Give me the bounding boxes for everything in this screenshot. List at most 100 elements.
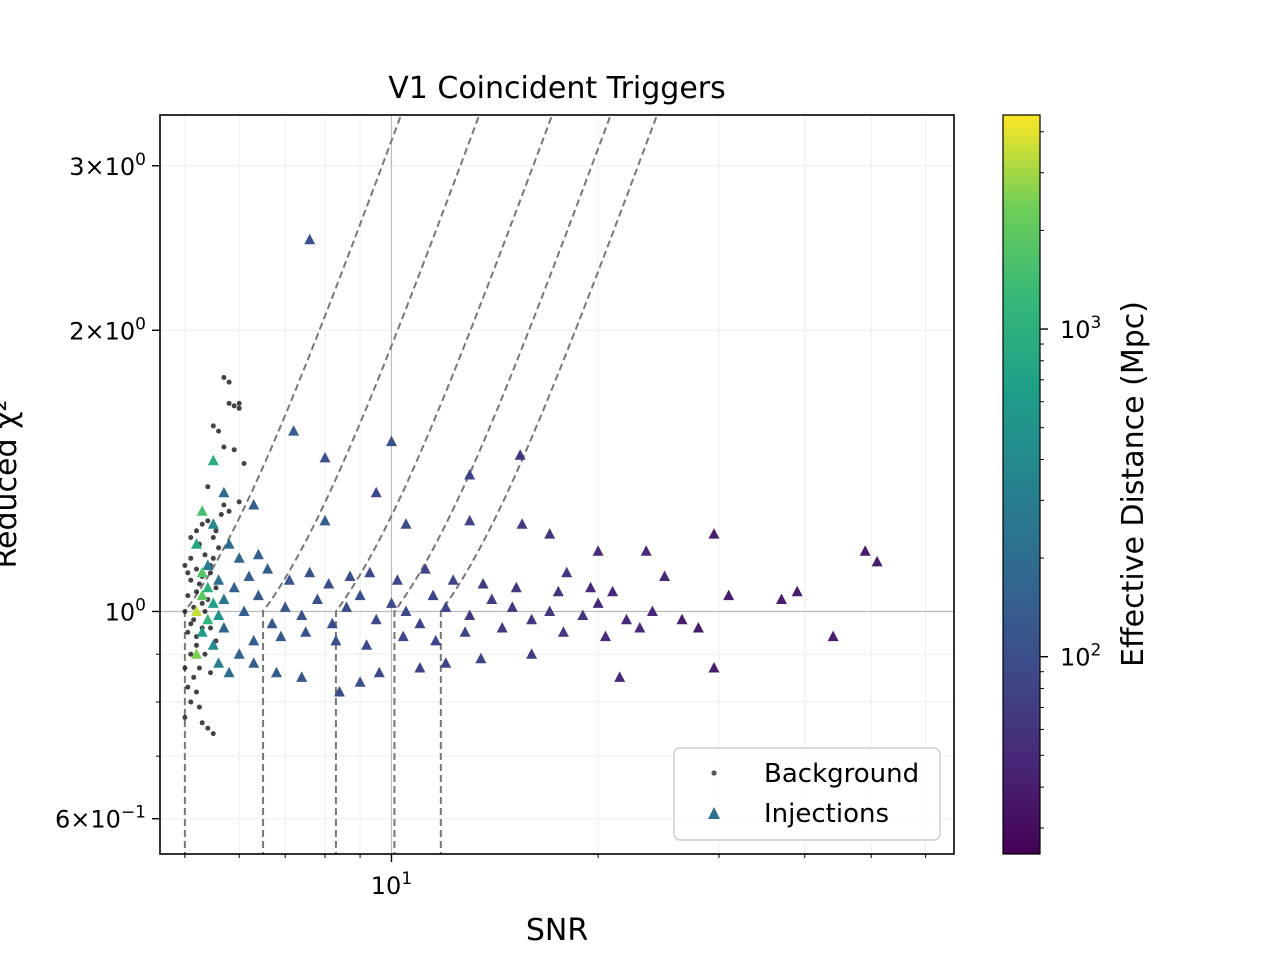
injection-point: [191, 605, 202, 616]
y-axis-ticks: 6×10−1 100 2×100 3×100: [55, 150, 160, 834]
injection-point: [516, 518, 528, 529]
injection-point: [213, 574, 225, 585]
background-point: [236, 400, 242, 406]
injection-point: [592, 597, 604, 608]
injection-point: [243, 570, 255, 581]
background-point: [202, 609, 208, 614]
injection-point: [354, 589, 366, 601]
background-point: [205, 484, 211, 490]
background-point: [231, 403, 237, 409]
injection-point: [252, 548, 264, 560]
background-point: [196, 581, 202, 587]
injection-point: [233, 648, 245, 659]
colorbar-tick-label: 103: [1060, 313, 1101, 344]
injection-point: [213, 609, 225, 620]
legend-box: [673, 747, 941, 841]
legend-injections-marker: [708, 807, 720, 819]
injection-point: [271, 666, 282, 678]
background-point: [236, 405, 242, 411]
injection-point: [304, 233, 316, 245]
colorbar-tick-label: 102: [1060, 641, 1101, 672]
injection-point: [326, 617, 338, 629]
x-tick-label: 101: [371, 869, 412, 900]
colorbar-gradient: [1002, 114, 1041, 855]
threshold-curve: [262, 115, 481, 854]
injection-point: [196, 566, 208, 578]
y-tick-label: 2×100: [69, 314, 146, 345]
background-point: [185, 593, 191, 599]
injection-point: [202, 613, 214, 625]
injection-point: [400, 605, 412, 616]
background-point: [188, 535, 194, 540]
background-point: [185, 629, 191, 635]
background-point: [226, 379, 232, 385]
injection-point: [440, 657, 452, 668]
threshold-curve: [439, 115, 659, 854]
background-point: [196, 704, 202, 710]
injection-point: [228, 581, 240, 593]
background-point: [191, 617, 197, 623]
background-point: [182, 665, 188, 671]
background-point: [182, 715, 188, 720]
colorbar-label: Effective Distance (Mpc): [1116, 301, 1151, 667]
x-axis-ticks: 101: [184, 854, 927, 900]
legend: Background Injections: [673, 747, 941, 841]
background-point: [199, 600, 205, 606]
injection-point: [344, 570, 356, 581]
injection-point: [477, 578, 489, 589]
background-point: [218, 512, 224, 517]
legend-background-label: Background: [764, 759, 919, 789]
injection-point: [218, 593, 230, 604]
injection-point: [319, 514, 331, 526]
injection-point: [708, 528, 720, 539]
background-point: [205, 518, 211, 524]
background-point: [205, 725, 211, 731]
injection-point: [859, 545, 871, 556]
injection-point: [196, 589, 208, 601]
injection-point: [373, 666, 385, 678]
injection-point: [464, 609, 476, 620]
injection-point: [311, 593, 323, 604]
injection-point: [676, 613, 688, 625]
background-point: [213, 585, 219, 591]
injection-point: [207, 518, 219, 529]
injection-point: [207, 639, 219, 650]
injection-point: [659, 570, 671, 581]
injection-point: [621, 613, 632, 625]
background-point: [208, 625, 213, 631]
injection-point: [776, 593, 787, 604]
injection-point: [288, 425, 300, 436]
injection-point: [397, 630, 409, 642]
background-point: [188, 651, 194, 657]
injection-point: [275, 630, 287, 642]
injection-point: [202, 581, 214, 593]
injection-point: [592, 545, 604, 556]
y-tick-label: 100: [105, 595, 146, 626]
injection-point: [248, 499, 260, 510]
injection-point: [191, 538, 202, 549]
injection-point: [585, 581, 597, 593]
injection-point: [248, 634, 260, 646]
threshold-curves: [183, 115, 659, 854]
injection-point: [577, 609, 589, 620]
background-point: [202, 552, 208, 558]
injection-point: [207, 597, 219, 608]
injection-point: [526, 613, 538, 625]
injection-point: [252, 589, 264, 601]
injection-point: [561, 566, 573, 578]
background-point: [194, 642, 199, 648]
injection-point: [475, 652, 487, 664]
background-point: [231, 447, 237, 453]
y-axis-label: Reduced χ²: [0, 400, 24, 569]
background-point: [194, 528, 199, 534]
injection-point: [323, 578, 335, 589]
injection-point: [262, 563, 274, 574]
injection-points: [191, 233, 883, 697]
background-point: [210, 535, 216, 540]
injection-point: [238, 605, 250, 616]
colorbar: 102 103 Effective Distance (Mpc): [1002, 114, 1151, 855]
injection-point: [370, 486, 382, 498]
injection-point: [304, 566, 316, 578]
injection-point: [430, 634, 442, 646]
